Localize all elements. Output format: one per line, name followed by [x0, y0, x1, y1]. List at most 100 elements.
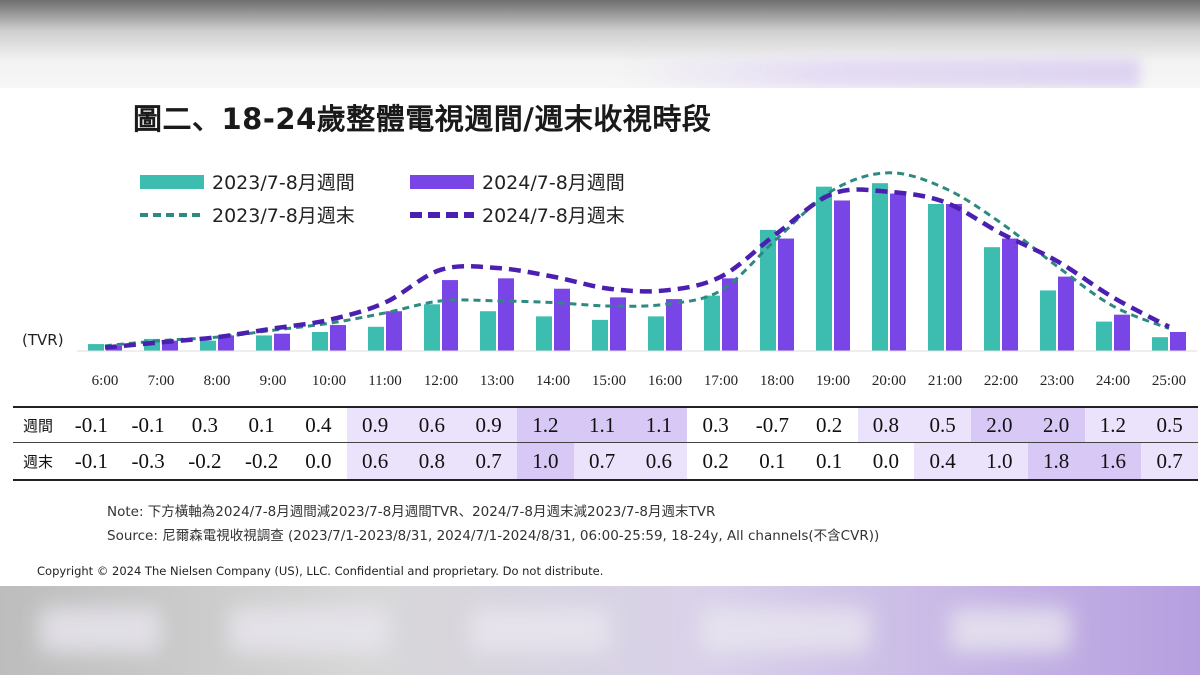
x-tick-label: 17:00: [704, 373, 738, 389]
bar-2023-weekday: [648, 316, 664, 351]
x-tick-label: 15:00: [592, 373, 626, 389]
line-2024-weekend: [104, 187, 1171, 350]
bar-2024-weekday: [218, 335, 234, 351]
bar-2024-weekday: [722, 278, 738, 351]
x-tick-label: 13:00: [480, 373, 514, 389]
table-row: 週末 -0.1 -0.3 -0.2 -0.2 0.0 0.6 0.8 0.7 1.0 0.7 0.6 0…: [13, 442, 1198, 481]
legend-swatch: [140, 174, 204, 189]
bar-2024-weekday: [162, 340, 178, 351]
bar-2024-weekday: [1002, 238, 1018, 351]
legend-label: 2023/7-8月週間: [212, 172, 355, 194]
x-tick-label: 25:00: [1152, 373, 1186, 389]
bar-2024-weekday: [274, 333, 290, 351]
bar-2023-weekday: [928, 203, 944, 351]
table-cell: 2.0: [1027, 406, 1085, 443]
chart-plot: 6:00 7:00 8:00 9:00 10:00 11:00 12:00 13:00 14:0…: [77, 171, 1197, 389]
bar-2024-weekday: [778, 238, 794, 351]
x-tick-label: 11:00: [368, 373, 402, 389]
table-cell: 0.1: [800, 442, 858, 481]
copyright-text: Copyright © 2024 The Nielsen Company (US…: [37, 564, 604, 578]
bar-2023-weekday: [480, 311, 496, 351]
table-cell: 0.7: [573, 442, 631, 481]
bar-2024-weekday: [554, 288, 570, 351]
bar-2023-weekday: [704, 295, 720, 351]
legend-label: 2024/7-8月週間: [482, 172, 625, 194]
table-cell: 1.1: [630, 406, 688, 443]
x-tick-label: 21:00: [928, 373, 962, 389]
x-tick-label: 12:00: [424, 373, 458, 389]
bar-2023-weekday: [872, 183, 888, 351]
table-cell: 0.7: [1141, 442, 1198, 481]
table-cell: 0.6: [630, 442, 688, 481]
x-tick-label: 22:00: [984, 373, 1018, 389]
legend-label: 2024/7-8月週末: [482, 205, 625, 227]
bar-2023-weekday: [1096, 321, 1112, 351]
x-tick-label: 10:00: [312, 373, 346, 389]
legend-swatch: [410, 174, 474, 189]
table-cell: 0.6: [403, 406, 461, 443]
table-cell: 0.4: [290, 406, 347, 443]
bar-2023-weekday: [816, 186, 832, 351]
table-cell: 1.6: [1084, 442, 1142, 481]
bar-2024-weekday: [610, 297, 626, 351]
x-tick-label: 6:00: [92, 373, 119, 389]
table-cell: 0.3: [176, 406, 234, 443]
table-cell: -0.1: [63, 442, 120, 481]
table-cell: 1.8: [1027, 442, 1085, 481]
table-cell: 1.0: [971, 442, 1028, 481]
bar-2023-weekday: [424, 304, 440, 351]
bar-2023-weekday: [592, 319, 608, 351]
chart-title: 圖二、18-24歲整體電視週間/週末收視時段: [133, 102, 712, 136]
bar-2024-weekday: [498, 278, 514, 351]
table-cell: 0.8: [403, 442, 461, 481]
x-tick-label: 18:00: [760, 373, 794, 389]
table-cell: 2.0: [971, 406, 1028, 443]
source-text: Source: 尼爾森電視收視調查 (2023/7/1-2023/8/31, 2…: [107, 528, 880, 544]
table-cell: 1.2: [517, 406, 574, 443]
bar-2023-weekday: [368, 326, 384, 351]
bar-2023-weekday: [1040, 290, 1056, 351]
legend-dash: [410, 211, 474, 218]
table-cell: 0.2: [687, 442, 744, 481]
table-cell: 0.3: [687, 406, 744, 443]
legend-dash: [140, 212, 204, 217]
table-cell: -0.7: [744, 406, 801, 443]
blurred-background-bottom: [0, 586, 1200, 675]
x-tick-label: 7:00: [148, 373, 175, 389]
legend-item-2024-weekday: 2024/7-8月週間: [410, 168, 625, 195]
bar-2024-weekday: [330, 325, 346, 351]
table-cell: 0.9: [346, 406, 404, 443]
x-tick-label: 19:00: [816, 373, 850, 389]
table-cell: 0.8: [857, 406, 915, 443]
table-cell: 0.9: [460, 406, 517, 443]
note-text: Note: 下方橫軸為2024/7-8月週間減2023/7-8月週間TVR、20…: [107, 504, 716, 520]
table-cell: 1.0: [517, 442, 574, 481]
bar-2024-weekday: [666, 299, 682, 351]
bar-2024-weekday: [834, 200, 850, 351]
legend-item-2023-weekday: 2023/7-8月週間: [140, 168, 355, 195]
table-cell: -0.2: [233, 442, 290, 481]
legend-item-2024-weekend: 2024/7-8月週末: [410, 201, 625, 228]
legend-label: 2023/7-8月週末: [212, 205, 355, 227]
bar-2024-weekday: [946, 203, 962, 351]
table-row-label: 週間: [13, 406, 63, 443]
bar-2024-weekday: [1170, 331, 1186, 351]
x-tick-label: 14:00: [536, 373, 570, 389]
table-cell: -0.2: [176, 442, 234, 481]
bar-2024-weekday: [890, 193, 906, 351]
y-axis-label: (TVR): [22, 331, 64, 349]
table-cell: 0.7: [460, 442, 517, 481]
table-cell: 0.1: [744, 442, 801, 481]
table-row-label: 週末: [13, 442, 63, 481]
bar-2024-weekday: [1058, 276, 1074, 351]
blurred-background-top: [0, 0, 1200, 88]
bar-2024-weekday: [1114, 314, 1130, 351]
table-cell: 0.0: [290, 442, 347, 481]
bar-2023-weekday: [88, 344, 104, 351]
bar-2023-weekday: [536, 316, 552, 351]
difference-table: 週間 -0.1 -0.1 0.3 0.1 0.4 0.9 0.6 0.9 1.2 1.1 1.1 0.3…: [13, 406, 1198, 481]
table-cell: -0.1: [119, 406, 177, 443]
x-tick-label: 23:00: [1040, 373, 1074, 389]
legend-item-2023-weekend: 2023/7-8月週末: [140, 201, 355, 228]
table-cell: 1.2: [1084, 406, 1142, 443]
